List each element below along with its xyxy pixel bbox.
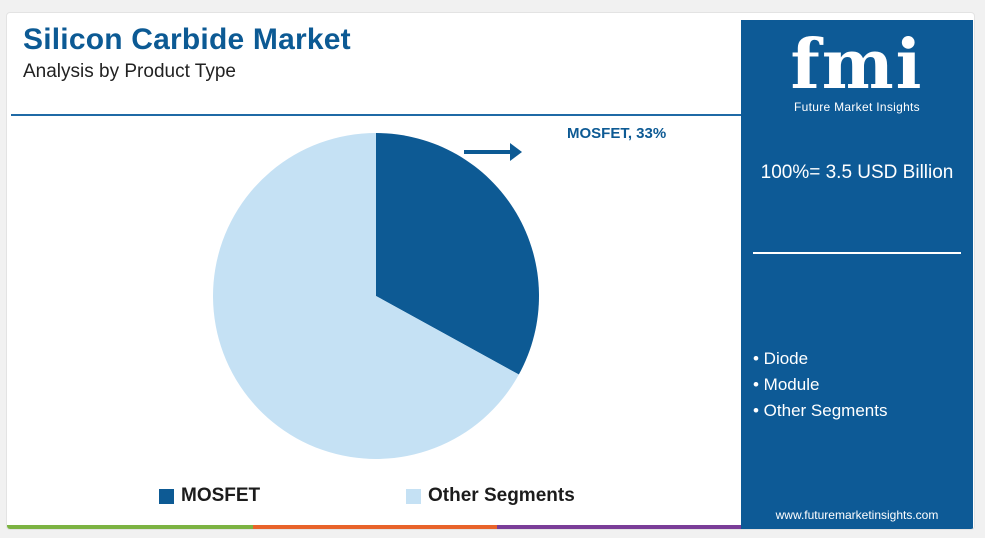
- side-panel: fmi Future Market Insights 100%= 3.5 USD…: [741, 20, 973, 529]
- chart-title: Silicon Carbide Market: [23, 23, 351, 56]
- annotation-arrow-icon: [464, 143, 522, 161]
- header-divider: [11, 114, 741, 116]
- legend-item-other-segments: Other Segments: [406, 485, 575, 507]
- legend-swatch: [406, 488, 421, 504]
- footer-bar-purple: [497, 525, 741, 529]
- pie-chart: MOSFET, 33%: [212, 125, 666, 459]
- website-url: www.futuremarketinsights.com: [775, 508, 939, 522]
- segment-item: • Diode: [753, 349, 809, 368]
- market-total: 100%= 3.5 USD Billion: [760, 162, 954, 183]
- footer-bar-green: [7, 525, 253, 529]
- legend-item-mosfet: MOSFET: [159, 485, 260, 507]
- legend-label: MOSFET: [181, 485, 261, 506]
- pie-slice-other-segments: [212, 132, 519, 459]
- footer-bar-orange: [253, 525, 497, 529]
- logo-subtitle: Future Market Insights: [794, 100, 920, 114]
- chart-subtitle: Analysis by Product Type: [23, 61, 236, 82]
- segment-item: • Other Segments: [753, 401, 888, 420]
- segment-list: • Diode • Module • Other Segments: [753, 346, 887, 424]
- infographic-card: Silicon Carbide Market Analysis by Produ…: [6, 12, 975, 530]
- logo-wordmark: fmi: [790, 25, 924, 105]
- fmi-logo: fmi Future Market Insights: [741, 25, 973, 114]
- side-divider: [753, 252, 961, 254]
- segment-item: • Module: [753, 375, 820, 394]
- legend-label: Other Segments: [428, 485, 575, 506]
- pie-slice-mosfet: [376, 133, 539, 375]
- slice-annotation: MOSFET, 33%: [567, 125, 666, 142]
- legend-swatch: [159, 488, 174, 504]
- pie-slices: [212, 132, 539, 459]
